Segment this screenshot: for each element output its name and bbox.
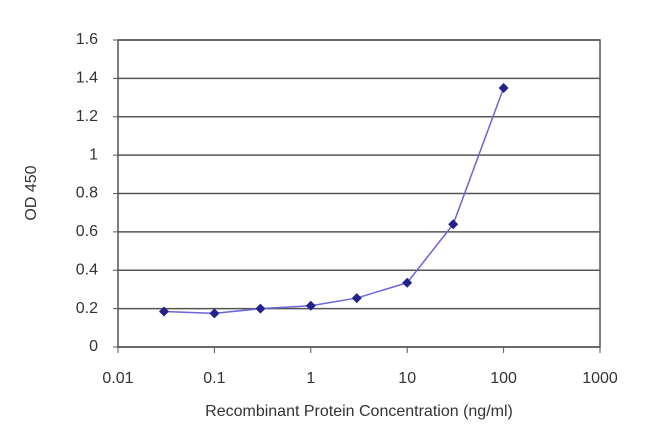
y-tick-label: 1.6 xyxy=(76,31,98,48)
y-axis-label: OD 450 xyxy=(23,165,40,220)
data-point xyxy=(209,308,220,319)
y-tick-label: 0.6 xyxy=(76,223,98,240)
x-tick-label: 10 xyxy=(398,370,416,387)
y-tick-label: 0 xyxy=(89,338,98,355)
x-tick-label: 1000 xyxy=(582,370,618,387)
data-point xyxy=(255,303,266,314)
data-point xyxy=(402,277,413,288)
x-tick-label: 0.01 xyxy=(102,370,133,387)
y-tick-label: 0.8 xyxy=(76,185,98,202)
data-point xyxy=(351,293,362,304)
data-point xyxy=(305,300,316,311)
y-tick-label: 1 xyxy=(89,146,98,163)
y-tick-label: 0.4 xyxy=(76,261,98,278)
x-tick-label: 100 xyxy=(490,370,517,387)
x-tick-label: 0.1 xyxy=(203,370,225,387)
data-line xyxy=(163,87,505,315)
x-tick-label: 1 xyxy=(306,370,315,387)
plot-border xyxy=(117,39,601,348)
y-tick-label: 1.2 xyxy=(76,108,98,125)
data-point xyxy=(498,82,509,93)
x-axis-label: Recombinant Protein Concentration (ng/ml… xyxy=(205,403,513,420)
y-tick-label: 0.2 xyxy=(76,300,98,317)
y-tick-label: 1.4 xyxy=(76,70,98,87)
data-point xyxy=(158,306,169,317)
data-point xyxy=(448,219,459,230)
